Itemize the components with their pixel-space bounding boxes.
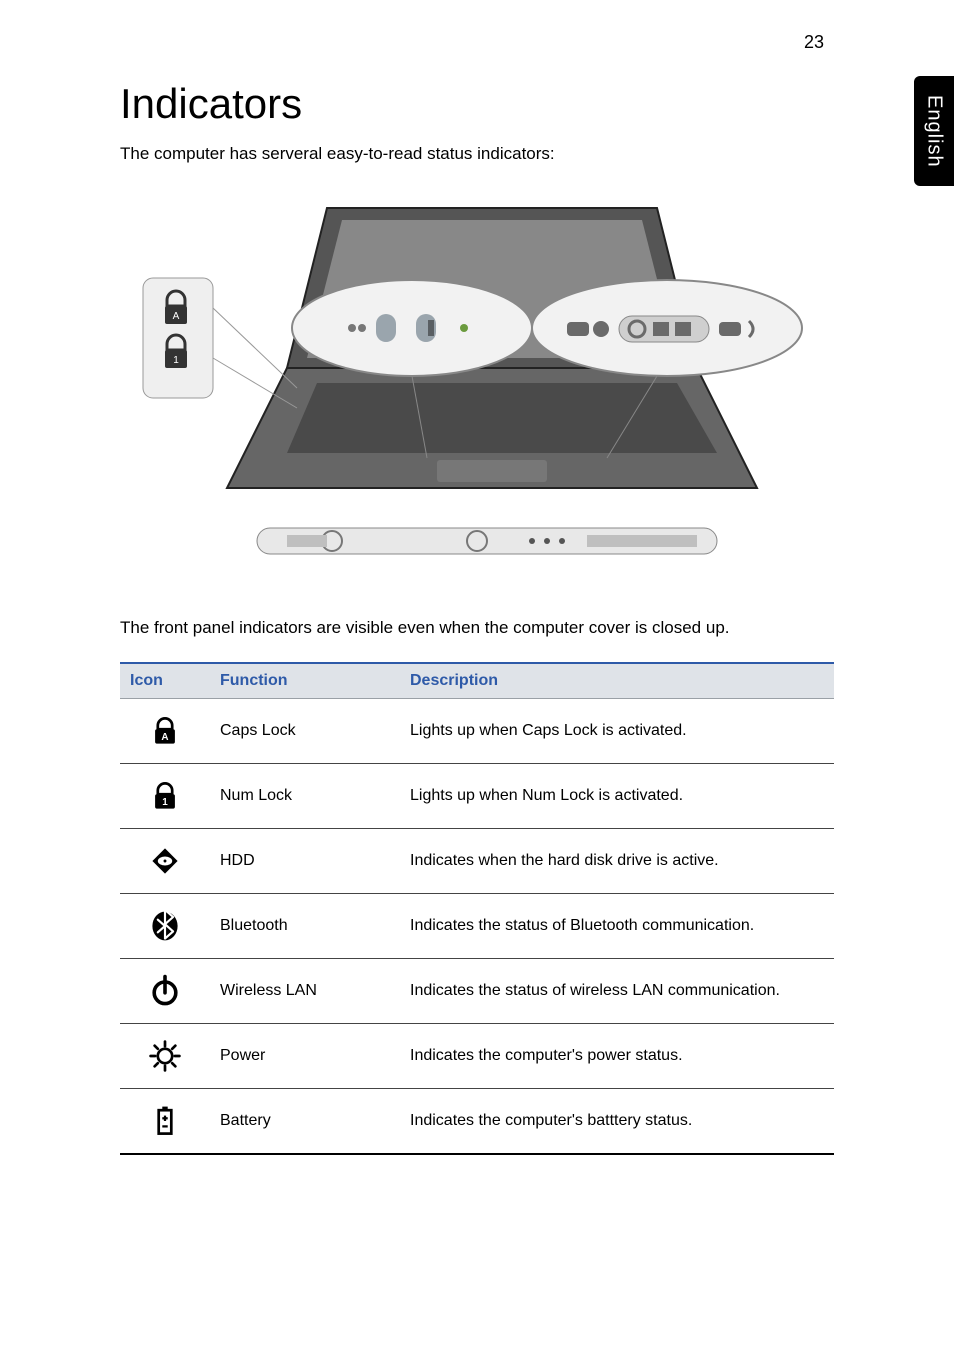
table-row: Battery Indicates the computer's battter… [120,1088,834,1154]
function-cell: HDD [210,828,400,893]
description-cell: Indicates the status of Bluetooth commun… [400,893,834,958]
hdd-icon [120,828,210,893]
function-cell: Caps Lock [210,698,400,763]
svg-text:A: A [173,311,180,322]
power-icon [120,1023,210,1088]
table-row: Wireless LAN Indicates the status of wir… [120,958,834,1023]
language-tab-label: English [923,95,946,168]
wireless-lan-icon [120,958,210,1023]
svg-text:1: 1 [162,797,168,808]
table-row: HDD Indicates when the hard disk drive i… [120,828,834,893]
description-cell: Indicates the computer's power status. [400,1023,834,1088]
num-lock-icon: 1 [120,763,210,828]
svg-text:A: A [161,732,168,743]
page-title: Indicators [120,80,834,128]
table-header-row: Icon Function Description [120,663,834,699]
function-cell: Num Lock [210,763,400,828]
function-cell: Wireless LAN [210,958,400,1023]
table-row: 1 Num Lock Lights up when Num Lock is ac… [120,763,834,828]
description-cell: Indicates the status of wireless LAN com… [400,958,834,1023]
page-number: 23 [804,32,824,53]
page: 23 English Indicators The computer has s… [0,0,954,1369]
table-row: A Caps Lock Lights up when Caps Lock is … [120,698,834,763]
after-figure-text: The front panel indicators are visible e… [120,616,834,640]
description-cell: Indicates when the hard disk drive is ac… [400,828,834,893]
col-header-description: Description [400,663,834,699]
indicators-table: Icon Function Description A Caps Lock Li… [120,662,834,1155]
description-cell: Lights up when Caps Lock is activated. [400,698,834,763]
caps-lock-icon: A [120,698,210,763]
battery-icon [120,1088,210,1154]
function-cell: Power [210,1023,400,1088]
bluetooth-icon [120,893,210,958]
col-header-icon: Icon [120,663,210,699]
laptop-figure: A 1 [137,188,817,588]
col-header-function: Function [210,663,400,699]
intro-text: The computer has serveral easy-to-read s… [120,144,834,164]
language-tab: English [914,76,954,186]
table-row: Bluetooth Indicates the status of Blueto… [120,893,834,958]
function-cell: Battery [210,1088,400,1154]
svg-text:1: 1 [173,355,179,366]
description-cell: Lights up when Num Lock is activated. [400,763,834,828]
table-row: Power Indicates the computer's power sta… [120,1023,834,1088]
function-cell: Bluetooth [210,893,400,958]
description-cell: Indicates the computer's batttery status… [400,1088,834,1154]
